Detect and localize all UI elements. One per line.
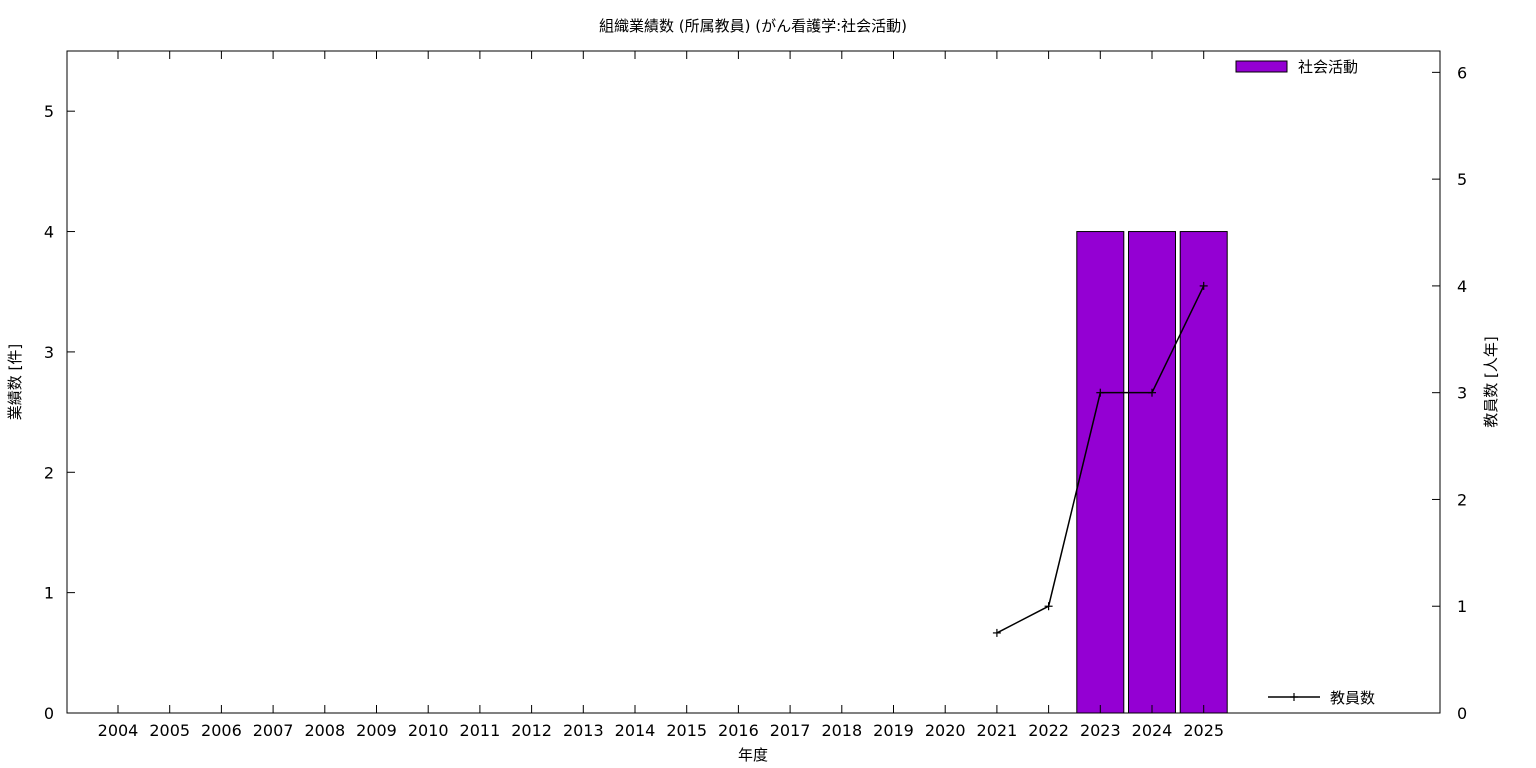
chart-title: 組織業績数 (所属教員) (がん看護学:社会活動) [599, 17, 907, 35]
line-layer [992, 281, 1208, 637]
line-point [992, 628, 1001, 637]
y-axis-title: 業績数 [件] [6, 344, 24, 420]
y2-tick-label: 0 [1457, 704, 1467, 723]
y2-tick-label: 5 [1457, 170, 1467, 189]
x-tick-label: 2017 [770, 721, 811, 740]
legend-bar: 社会活動 [1235, 58, 1358, 76]
x-tick-label: 2012 [511, 721, 552, 740]
y2-tick-label: 3 [1457, 384, 1467, 403]
y-tick-label: 2 [44, 463, 54, 482]
x-tick-label: 2010 [408, 721, 449, 740]
plot-frame [66, 50, 1441, 714]
y-tick-label: 3 [44, 343, 54, 362]
axes-layer: 0 1 2 3 4 5 0 1 2 3 4 5 6 2004 2005 2006 2007 2008 2009 201… [44, 50, 1467, 740]
x-tick-label: 2004 [98, 721, 139, 740]
y2-tick-label: 6 [1457, 63, 1467, 82]
bar [1076, 231, 1125, 714]
y-tick-label: 5 [44, 102, 54, 121]
y2-tick-label: 4 [1457, 277, 1467, 296]
y2-tick-label: 1 [1457, 597, 1467, 616]
bars-layer [1076, 231, 1228, 714]
legend-bar-swatch [1235, 60, 1288, 73]
legend-line-label: 教員数 [1330, 689, 1375, 707]
bar [1179, 231, 1228, 714]
legend-bar-label: 社会活動 [1298, 58, 1358, 76]
line-point [1199, 281, 1208, 290]
x-tick-label: 2015 [666, 721, 707, 740]
line-point [1044, 602, 1053, 611]
x-tick-label: 2024 [1132, 721, 1173, 740]
x-axis-title: 年度 [738, 746, 768, 764]
line-point [1148, 388, 1156, 397]
legend-line: 教員数 [1268, 689, 1375, 707]
y-tick-label: 1 [44, 584, 54, 603]
y2-axis-title: 教員数 [人年] [1482, 336, 1500, 427]
x-tick-label: 2008 [304, 721, 345, 740]
x-tick-label: 2013 [563, 721, 604, 740]
bar [1128, 231, 1176, 714]
line-point [1096, 388, 1105, 397]
y2-tick-label: 2 [1457, 490, 1467, 509]
x-tick-label: 2025 [1183, 721, 1224, 740]
x-tick-label: 2014 [615, 721, 656, 740]
x-tick-label: 2022 [1028, 721, 1069, 740]
y-tick-label: 4 [44, 223, 54, 242]
x-tick-label: 2019 [873, 721, 914, 740]
x-tick-label: 2011 [460, 721, 501, 740]
x-tick-label: 2005 [149, 721, 190, 740]
x-tick-label: 2016 [718, 721, 759, 740]
x-tick-label: 2021 [977, 721, 1018, 740]
x-tick-label: 2009 [356, 721, 397, 740]
x-tick-label: 2007 [253, 721, 294, 740]
x-tick-label: 2020 [925, 721, 966, 740]
x-tick-label: 2006 [201, 721, 242, 740]
y-tick-label: 0 [44, 704, 54, 723]
x-tick-label: 2018 [821, 721, 862, 740]
x-tick-label: 2023 [1080, 721, 1121, 740]
